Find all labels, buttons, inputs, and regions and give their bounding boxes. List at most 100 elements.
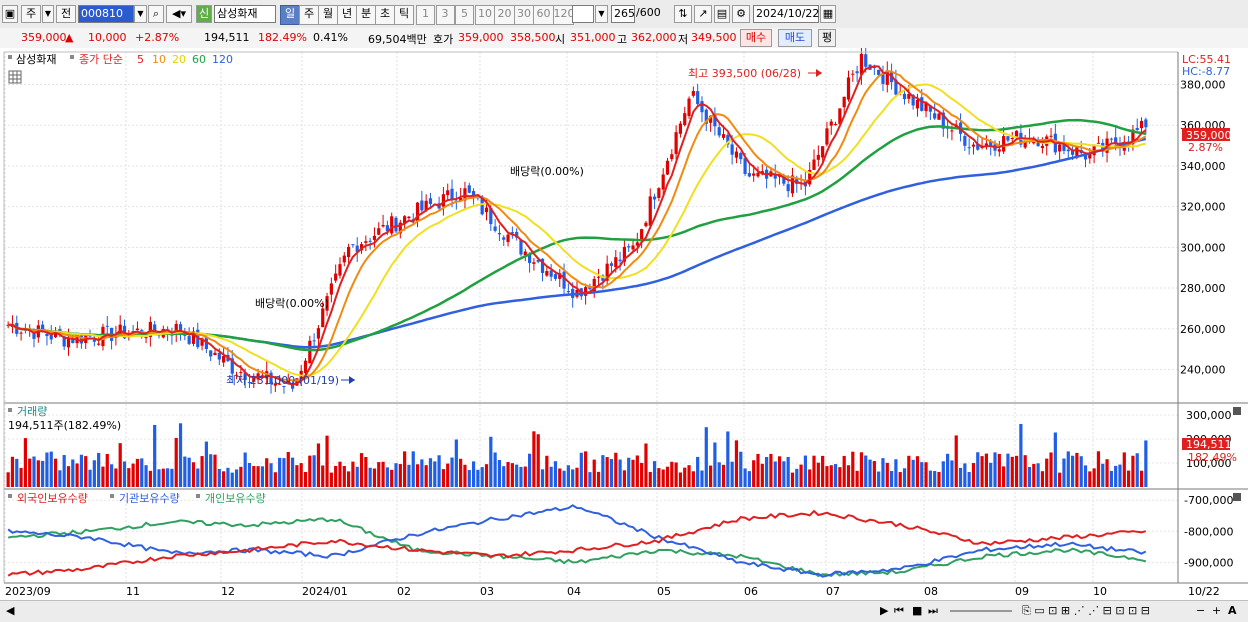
interval-tab[interactable]: 10 — [474, 5, 496, 25]
price-y-tick: 340,000 — [1180, 160, 1226, 173]
volume-bar — [471, 461, 476, 487]
volume-bar — [79, 454, 84, 487]
x-axis-label: 03 — [480, 585, 494, 598]
interval-tab[interactable]: 3 — [435, 5, 455, 25]
volume-bar — [174, 437, 178, 487]
candle-body — [704, 109, 708, 124]
interval-tab[interactable]: 5 — [455, 5, 474, 25]
holding-close-icon[interactable] — [1233, 493, 1241, 501]
period-tab[interactable]: 주 — [299, 5, 319, 25]
volume-bar — [562, 470, 566, 487]
volume-close-icon[interactable] — [1233, 407, 1241, 415]
candle-body — [316, 328, 321, 339]
date-input[interactable]: 2024/10/22 — [753, 5, 819, 23]
volume-bar — [97, 452, 101, 487]
zoom-in-icon[interactable]: + — [1212, 604, 1222, 617]
interval-dropdown-icon[interactable]: ▼ — [595, 5, 608, 23]
sell-button[interactable]: 매도 — [778, 29, 812, 47]
volume-bar — [53, 458, 58, 487]
volume-bar — [769, 453, 773, 487]
volume-bar — [247, 462, 252, 487]
candle-body — [480, 196, 484, 215]
candle-body — [618, 259, 622, 262]
avg-button[interactable]: 평 — [818, 29, 836, 47]
search-icon[interactable]: ⌕ — [148, 5, 164, 23]
gear-icon[interactable]: ⚙ — [732, 5, 750, 23]
candle-body — [325, 296, 329, 311]
interval-tab[interactable]: 30 — [513, 5, 535, 25]
font-size-icon[interactable]: A — [1228, 604, 1237, 617]
volume-bar — [842, 455, 846, 487]
volume-bar — [760, 463, 764, 487]
candle-body — [855, 71, 859, 74]
ma-legend-label: 종가 단순 — [79, 53, 123, 66]
volume-bar — [265, 458, 269, 487]
volume-bar — [889, 471, 894, 487]
zoom-slider[interactable] — [950, 604, 1012, 612]
interval-tab[interactable]: 60 — [533, 5, 554, 25]
quote-vol-rate: 182.49% — [258, 31, 307, 44]
table-icon[interactable] — [8, 70, 22, 84]
candle-body — [1135, 127, 1139, 130]
candle-body — [342, 255, 346, 263]
count-input[interactable]: 265 — [611, 5, 635, 23]
market-dropdown-icon[interactable]: ▼ — [42, 5, 54, 23]
stop-icon[interactable]: ■ — [912, 604, 923, 617]
speaker-icon[interactable]: ◀▾ — [166, 5, 192, 23]
volume-bar — [166, 468, 170, 487]
zoom-out-icon[interactable]: − — [1196, 604, 1206, 617]
volume-bar — [390, 469, 394, 487]
code-input[interactable]: 000810 — [78, 5, 134, 23]
scroll-first-icon[interactable]: ⏮ — [894, 604, 904, 617]
candle-body — [717, 127, 721, 136]
period-tab[interactable]: 틱 — [394, 5, 414, 25]
volume-bar — [829, 465, 833, 487]
interval-input[interactable] — [572, 5, 594, 23]
period-tab[interactable]: 분 — [356, 5, 376, 25]
chart-canvas[interactable]: 380,000360,000340,000320,000300,000280,0… — [0, 48, 1248, 600]
tool-icons[interactable]: ⎘ ▭ ⊡ ⊞ ⋰ ⋰ ⊟ ⊡ ⊡ ⊟ — [1022, 604, 1150, 617]
volume-bar — [851, 451, 855, 487]
candle-body — [1040, 145, 1045, 149]
period-tab[interactable]: 초 — [375, 5, 395, 25]
candle-body — [295, 378, 299, 386]
layout-icon[interactable]: ▣ — [2, 5, 18, 23]
candle-body — [644, 222, 648, 227]
interval-tab[interactable]: 20 — [494, 5, 515, 25]
horizontal-scrollbar[interactable]: ◀ ▶ ⏮ ■ ⏭ ⎘ ▭ ⊡ ⊞ ⋰ ⋰ ⊟ ⊡ ⊡ ⊟ − + A — [0, 600, 1248, 622]
candle-body — [372, 235, 377, 240]
code-dropdown-icon[interactable]: ▼ — [134, 5, 147, 23]
volume-bar — [109, 464, 114, 487]
volume-bar — [920, 462, 924, 487]
volume-bar — [385, 467, 389, 487]
pattern-icon[interactable]: ↗ — [694, 5, 712, 23]
ma5-line — [8, 65, 1147, 386]
x-axis-label: 09 — [1015, 585, 1029, 598]
scroll-right-icon[interactable]: ▶ — [880, 604, 889, 617]
legend-bullet-icon — [8, 494, 12, 498]
buy-button[interactable]: 매수 — [740, 29, 772, 47]
scroll-last-icon[interactable]: ⏭ — [928, 604, 938, 617]
candle-body — [1139, 120, 1144, 129]
interval-tab[interactable]: 1 — [416, 5, 435, 25]
scroll-left-icon[interactable]: ◀ — [6, 604, 15, 617]
period-tab[interactable]: 년 — [337, 5, 357, 25]
volume-bar — [1045, 458, 1049, 487]
volume-bar — [321, 465, 325, 487]
period-tab[interactable]: 월 — [318, 5, 338, 25]
candle-body — [941, 112, 945, 129]
market-select[interactable]: 주 — [21, 5, 41, 23]
quote-change: 10,000 — [88, 31, 127, 44]
prev-button[interactable]: 전 — [56, 5, 76, 23]
legend-bullet-icon — [70, 55, 74, 59]
save-icon[interactable]: ▤ — [714, 5, 730, 23]
candle-body — [713, 114, 717, 127]
period-tab[interactable]: 일 — [280, 5, 300, 25]
interval-tab[interactable]: 120 — [552, 5, 575, 25]
candle-body — [915, 99, 920, 109]
quote-turnover: 0.41% — [313, 31, 348, 44]
volume-bar — [92, 460, 96, 487]
calendar-icon[interactable]: ▦ — [820, 5, 836, 23]
compare-icon[interactable]: ⇅ — [674, 5, 692, 23]
x-axis-label: 06 — [744, 585, 758, 598]
